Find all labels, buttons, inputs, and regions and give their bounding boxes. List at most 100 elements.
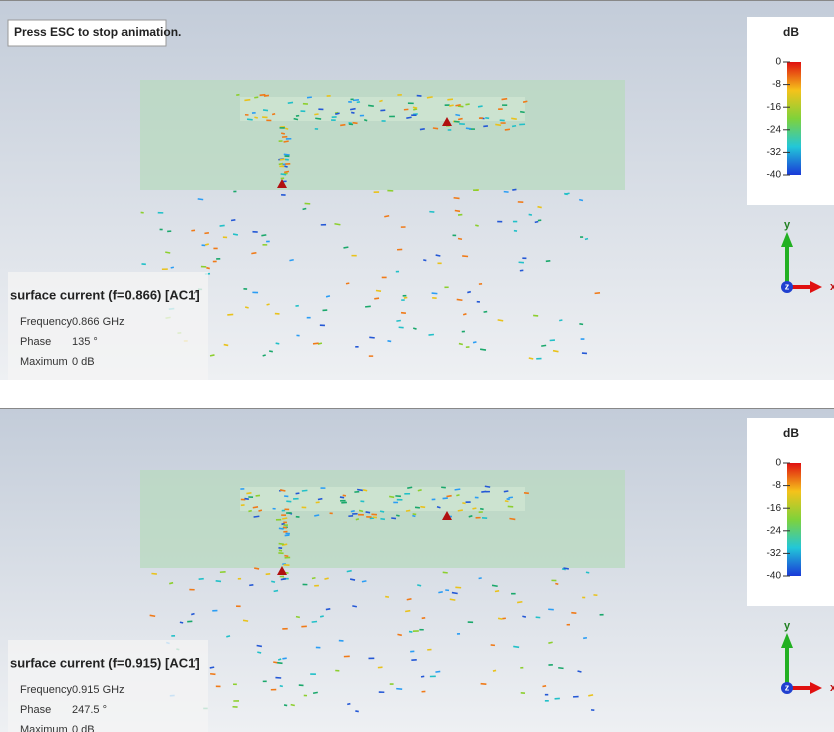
current-arrow	[417, 584, 422, 587]
current-arrow	[278, 549, 283, 552]
current-arrow	[246, 118, 253, 121]
current-arrow	[284, 170, 290, 174]
current-arrow	[479, 507, 484, 511]
z-axis-dot	[781, 281, 793, 293]
current-arrow	[345, 282, 350, 285]
current-arrow	[492, 669, 497, 672]
current-arrow	[457, 237, 463, 241]
current-arrow	[263, 94, 270, 97]
current-arrow	[420, 675, 425, 678]
current-arrow	[279, 685, 283, 688]
current-arrow	[412, 514, 416, 518]
info-title: surface current (f=0.915) [AC1]	[10, 655, 200, 670]
current-arrow	[458, 342, 464, 346]
current-arrow	[579, 198, 584, 202]
current-arrow	[275, 342, 280, 345]
current-arrow	[339, 496, 345, 499]
current-arrow	[435, 254, 441, 257]
current-arrow	[355, 710, 359, 713]
current-arrow	[387, 340, 392, 343]
current-arrow	[585, 571, 590, 574]
current-arrow	[165, 251, 171, 254]
current-arrow	[564, 192, 570, 195]
patch	[240, 487, 525, 511]
current-arrow	[271, 580, 276, 583]
current-arrow	[455, 103, 461, 107]
current-arrow	[244, 497, 249, 500]
current-arrow	[283, 704, 288, 707]
current-arrow	[504, 500, 509, 503]
current-arrow	[542, 685, 547, 688]
current-arrow	[246, 492, 252, 495]
current-arrow	[340, 123, 346, 127]
current-arrow	[442, 497, 448, 500]
current-arrow	[451, 591, 458, 595]
z-axis-label: z	[785, 682, 790, 692]
current-arrow	[379, 510, 385, 513]
info-value: 135 °	[72, 336, 98, 348]
current-arrow	[537, 205, 542, 209]
current-arrow	[251, 251, 257, 255]
current-arrow	[277, 658, 282, 661]
view-panel: Press ESC to stop animation. dB 0 -8 -16 -24 -…	[0, 0, 834, 380]
current-arrow	[457, 509, 463, 512]
current-arrow	[149, 614, 156, 618]
current-arrow	[508, 496, 513, 499]
current-arrow	[453, 196, 460, 200]
current-arrow	[198, 577, 204, 581]
info-label: Frequency	[20, 316, 72, 328]
current-arrow	[419, 127, 425, 131]
current-arrow	[249, 583, 254, 587]
info-value: 247.5 °	[72, 704, 107, 716]
current-arrow	[254, 116, 258, 119]
current-arrow	[219, 224, 225, 227]
current-arrow	[511, 124, 517, 128]
current-arrow	[412, 327, 417, 330]
hint-box	[7, 19, 167, 47]
port-marker	[442, 511, 452, 520]
current-arrow	[206, 266, 210, 270]
current-arrow	[306, 96, 312, 99]
current-arrow	[197, 198, 204, 201]
info-box	[8, 272, 208, 380]
current-arrow	[281, 517, 288, 520]
current-arrow	[252, 506, 259, 509]
current-arrow	[259, 93, 266, 97]
current-arrow	[426, 96, 433, 99]
current-arrow	[406, 116, 412, 119]
info-value: 0.915 GHz	[72, 684, 125, 696]
color-bar-label: 0	[775, 458, 781, 469]
current-arrow	[277, 661, 283, 665]
current-arrow	[454, 488, 461, 491]
current-arrow	[268, 350, 273, 353]
current-arrow	[258, 509, 263, 512]
current-arrow	[584, 237, 589, 241]
view-panel: dB 0 -8 -16 -24 -32 -40 y z x surface current (f=0…	[0, 408, 834, 732]
color-bar-label: 0	[775, 57, 781, 68]
current-arrow	[169, 581, 174, 585]
current-arrow	[254, 96, 259, 99]
current-arrow	[314, 113, 319, 116]
substrate	[140, 80, 625, 190]
current-arrow	[278, 527, 284, 530]
current-arrow	[545, 259, 551, 263]
current-arrow	[446, 494, 452, 498]
current-arrow	[324, 577, 329, 580]
current-arrow	[465, 127, 472, 130]
current-arrow	[244, 98, 251, 102]
current-arrow	[204, 231, 210, 235]
current-arrow	[472, 341, 477, 344]
current-arrow	[379, 99, 383, 103]
current-arrow	[283, 140, 289, 143]
current-arrow	[454, 209, 461, 213]
z-axis-label: z	[785, 281, 790, 291]
current-arrow	[561, 568, 566, 571]
current-arrow	[384, 214, 390, 218]
current-arrow	[365, 511, 371, 514]
port-marker	[442, 117, 452, 126]
current-arrow	[416, 94, 422, 97]
current-arrow	[283, 153, 290, 156]
collapse-icon: ⌃	[191, 290, 200, 302]
current-arrow	[349, 578, 356, 581]
current-arrow	[210, 672, 216, 676]
